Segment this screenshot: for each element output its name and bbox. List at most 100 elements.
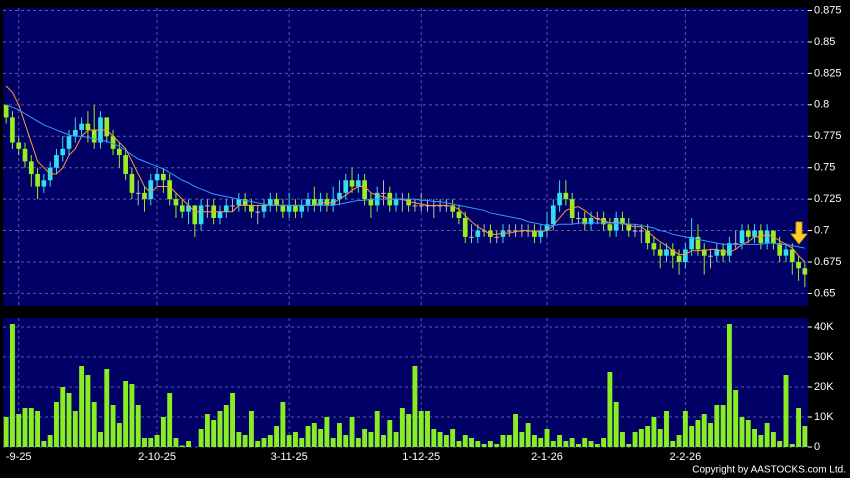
volume-bar <box>129 384 135 447</box>
volume-bar <box>456 441 462 447</box>
candle-body <box>714 249 720 256</box>
volume-bar <box>563 441 569 447</box>
volume-bar <box>764 423 770 447</box>
signal-arrow <box>790 221 808 245</box>
volume-bar <box>783 375 789 447</box>
x-tick-label: 2-1-26 <box>531 451 563 463</box>
volume-bar <box>569 438 575 447</box>
volume-bar <box>550 441 556 447</box>
x-tick-label: 3-11-25 <box>271 451 308 463</box>
candle-body <box>613 217 619 231</box>
candle-body <box>236 199 242 206</box>
volume-bar <box>248 411 254 447</box>
candle-body <box>532 230 537 237</box>
volume-bar <box>733 390 739 447</box>
volume-bar <box>462 435 468 447</box>
candle-body <box>173 199 179 206</box>
candle-body <box>230 205 235 207</box>
volume-bar <box>399 408 405 447</box>
volume-bar <box>324 417 330 447</box>
y-tick-label: 0.725 <box>814 193 842 205</box>
volume-bar <box>267 435 273 447</box>
candle-body <box>161 173 166 181</box>
candle-body <box>676 255 682 262</box>
moving-average-line <box>5 104 805 249</box>
candle-body <box>720 249 726 256</box>
candle-body <box>286 205 292 212</box>
volume-bar <box>85 375 91 447</box>
volume-bar <box>186 441 191 447</box>
y-tick-label: 0.75 <box>814 162 835 174</box>
volume-bar <box>299 438 305 447</box>
candle-body <box>305 199 311 206</box>
volume-bar <box>487 441 493 447</box>
candle-body <box>664 249 669 256</box>
candle-body <box>651 243 657 250</box>
candle-body <box>657 249 663 256</box>
volume-bar <box>236 432 242 447</box>
candle-body <box>601 217 606 225</box>
volume-bar <box>594 444 600 447</box>
y-tick-label: 10K <box>814 411 834 423</box>
copyright: Copyright by AASTOCKS.com Ltd. <box>692 465 846 476</box>
volume-bar <box>431 429 437 447</box>
candle-body <box>708 255 713 257</box>
volume-bar <box>632 432 638 447</box>
volume-bar <box>274 426 280 447</box>
candle-body <box>337 192 342 200</box>
x-tick-label: 2-2-26 <box>669 451 701 463</box>
volume-bar <box>104 369 110 447</box>
volume-bar <box>318 429 324 447</box>
candle-body <box>299 205 305 212</box>
volume-bar <box>261 438 267 447</box>
volume-bar <box>3 417 9 447</box>
y-tick-label: 40K <box>814 321 834 333</box>
candle-body <box>205 205 210 207</box>
candle-body <box>412 205 418 207</box>
y-tick-label: 0.825 <box>814 67 842 79</box>
x-tick-label: 2-10-25 <box>138 451 176 463</box>
candle-body <box>582 217 588 225</box>
candle-body <box>117 148 122 156</box>
candle-body <box>576 217 581 219</box>
candle-body <box>796 261 801 269</box>
volume-bar <box>393 432 399 447</box>
y-tick-label: 30K <box>814 351 834 363</box>
candle-body <box>381 192 386 194</box>
volume-bar <box>657 429 663 447</box>
volume-bar <box>613 402 619 447</box>
candle-body <box>513 230 518 232</box>
candle-body <box>41 180 47 187</box>
volume-bar <box>311 423 317 447</box>
volume-bar <box>789 444 795 447</box>
volume-bar <box>54 402 59 447</box>
candle-body <box>280 205 286 212</box>
candle-body <box>60 148 66 156</box>
volume-bar <box>651 417 657 447</box>
candle-body <box>343 180 349 193</box>
candle-body <box>148 180 154 200</box>
volume-bar <box>645 426 651 447</box>
candle-body <box>632 230 638 232</box>
volume-bar <box>425 411 430 447</box>
volume-bar <box>368 432 374 447</box>
volume-bar <box>98 432 103 447</box>
candle-body <box>135 192 141 194</box>
volume-bar <box>198 429 204 447</box>
volume-bar <box>701 414 707 447</box>
candle-body <box>293 205 298 212</box>
y-tick-label: 0.875 <box>814 4 842 16</box>
candle-body <box>349 180 355 187</box>
volume-bar <box>443 435 449 447</box>
volume-bar <box>607 372 613 447</box>
volume-bar <box>557 435 563 447</box>
volume-bar <box>670 441 676 447</box>
volume-bar <box>179 445 185 447</box>
volume-bar <box>777 441 783 447</box>
volume-bar <box>695 420 701 447</box>
volume-bar <box>770 432 776 447</box>
candle-body <box>462 217 468 237</box>
volume-bar <box>387 420 393 447</box>
candle-body <box>242 199 248 206</box>
